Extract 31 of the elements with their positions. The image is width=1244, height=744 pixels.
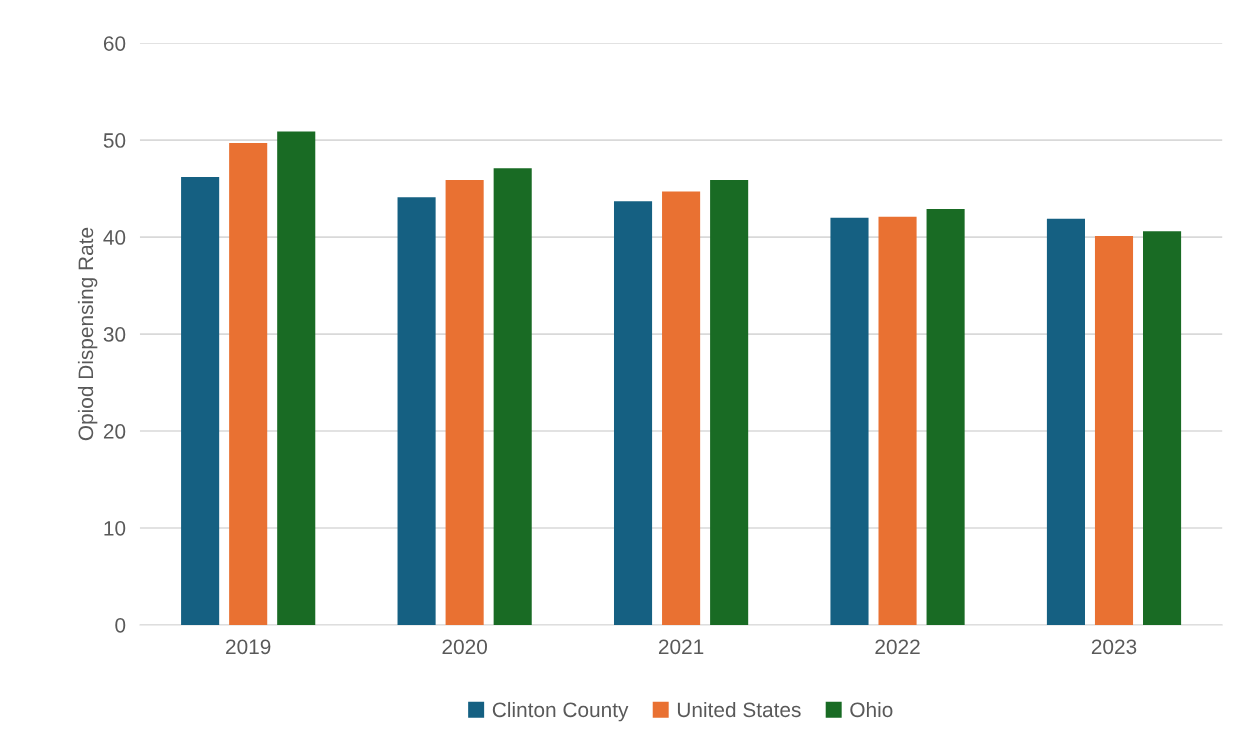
x-tick-label: 2022	[875, 639, 920, 655]
bar	[662, 191, 701, 625]
bar	[397, 197, 436, 625]
bar	[445, 179, 484, 625]
bar	[277, 131, 316, 625]
bar	[1046, 218, 1085, 625]
bar	[1143, 231, 1182, 625]
y-tick-label: 50	[103, 133, 126, 148]
bar	[493, 168, 532, 625]
x-tick-label: 2019	[226, 639, 271, 655]
legend-label: Ohio	[850, 701, 893, 718]
x-tick-label: 2020	[442, 639, 487, 655]
y-tick-label: 40	[103, 230, 126, 245]
y-tick-label: 20	[103, 424, 126, 439]
x-tick-label: 2021	[658, 639, 704, 655]
y-tick-label: 0	[115, 617, 126, 633]
x-tick-label: 2023	[1091, 639, 1137, 655]
bar	[710, 179, 749, 625]
y-tick-label: 60	[103, 36, 126, 51]
bar	[926, 208, 965, 625]
bar	[1094, 236, 1134, 625]
bar	[229, 143, 268, 625]
y-tick-label: 10	[104, 520, 126, 536]
y-axis-title: Opiod Dispensing Rate	[77, 227, 98, 441]
y-tick-label: 30	[103, 327, 126, 342]
bar	[613, 201, 653, 625]
bar	[181, 176, 220, 625]
legend-label: United States	[677, 701, 801, 718]
legend-label: Clinton County	[492, 701, 629, 722]
bar	[878, 216, 917, 625]
bar	[830, 217, 869, 625]
